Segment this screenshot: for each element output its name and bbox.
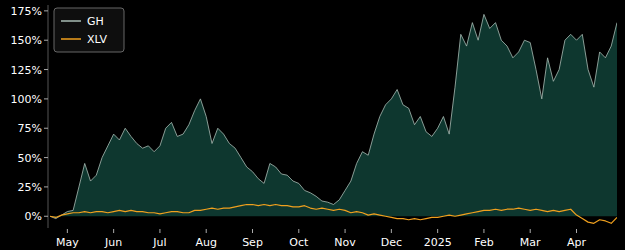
x-tick [483,229,484,233]
legend-label: XLV [87,33,107,46]
y-tick [44,40,48,41]
x-tick [576,229,577,233]
y-tick-label: 125% [11,64,42,77]
y-tick [44,186,48,187]
x-tick-label: Jun [104,236,122,249]
y-tick [44,98,48,99]
x-tick-label: Dec [381,236,402,249]
x-tick-label: May [56,236,79,249]
y-tick-label: 0% [25,210,42,223]
legend-box [54,8,124,52]
y-tick-label: 150% [11,34,42,47]
x-tick [298,229,299,233]
x-tick [437,229,438,233]
x-tick-label: Aug [195,236,216,249]
y-tick-label: 25% [18,181,42,194]
y-axis-line [48,5,49,228]
x-tick [113,229,114,233]
x-tick-label: Mar [520,236,541,249]
y-tick [44,216,48,217]
y-tick [44,157,48,158]
y-tick [44,128,48,129]
x-tick-label: Oct [289,236,309,249]
series-line [50,205,617,224]
x-tick [252,229,253,233]
x-tick-label: 2025 [424,236,452,249]
x-tick [391,229,392,233]
x-tick-label: Sep [242,236,263,249]
plot-area [50,14,617,223]
y-tick-label: 100% [11,93,42,106]
x-tick-label: Feb [474,236,493,249]
y-tick [44,10,48,11]
x-tick-label: Apr [567,236,587,249]
legend-swatch [61,38,81,40]
x-tick [345,229,346,233]
chart: 0% 25% 50% 75% 100% 125% 150% 175% May Jun Jul Aug S… [0,0,625,250]
legend: GH XLV [54,8,124,52]
series-line [50,14,617,218]
area-fill [50,14,617,218]
x-tick [159,229,160,233]
x-tick [530,229,531,233]
x-tick [206,229,207,233]
y-tick-label: 50% [18,152,42,165]
y-tick-label: 75% [18,122,42,135]
y-tick [44,69,48,70]
y-tick-label: 175% [11,5,42,18]
legend-label: GH [87,15,104,28]
x-tick-label: Nov [334,236,356,249]
x-tick [67,229,68,233]
x-tick-label: Jul [152,236,166,249]
background [0,0,625,250]
legend-swatch [61,20,81,22]
